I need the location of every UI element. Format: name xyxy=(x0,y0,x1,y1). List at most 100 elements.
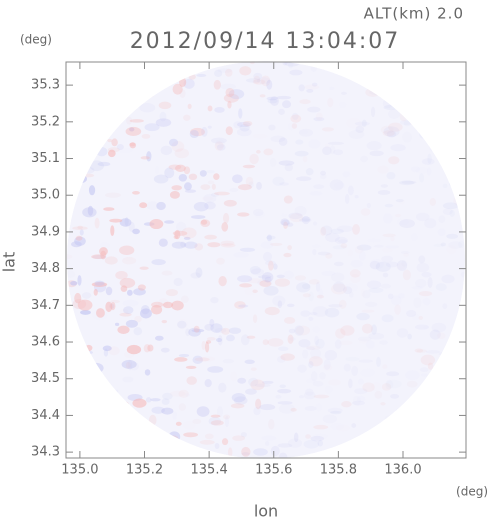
echo-patch xyxy=(207,105,213,112)
echo-patch xyxy=(216,144,226,151)
echo-patch xyxy=(94,100,107,110)
echo-patch xyxy=(270,135,286,143)
echo-patch xyxy=(150,63,160,73)
echo-patch xyxy=(289,213,304,223)
echo-patch xyxy=(425,79,434,88)
echo-patch xyxy=(329,87,334,90)
y-tick-label: 35.1 xyxy=(31,151,60,166)
echo-patch xyxy=(92,254,107,260)
echo-patch xyxy=(168,435,179,445)
echo-patch xyxy=(190,215,206,219)
echo-patch xyxy=(290,407,297,412)
echo-patch xyxy=(71,101,81,108)
echo-patch xyxy=(80,173,95,178)
echo-patch xyxy=(410,113,425,123)
echo-patch xyxy=(339,102,346,109)
echo-patch xyxy=(308,279,320,285)
echo-patch xyxy=(218,276,227,287)
echo-patch xyxy=(84,94,96,103)
echo-patch xyxy=(146,151,152,162)
echo-patch xyxy=(252,289,258,294)
y-tick-label: 34.5 xyxy=(31,371,60,386)
echo-patch xyxy=(183,421,196,430)
echo-patch xyxy=(289,337,296,341)
echo-patch xyxy=(319,173,327,180)
echo-patch xyxy=(98,421,105,431)
echo-patch xyxy=(412,410,428,420)
echo-patch xyxy=(184,182,192,191)
echo-patch xyxy=(411,233,417,241)
echo-patch xyxy=(384,449,395,458)
echo-patch xyxy=(172,230,188,236)
echo-patch xyxy=(180,63,185,75)
echo-patch xyxy=(357,336,372,342)
echo-patch xyxy=(267,98,278,104)
echo-patch xyxy=(349,269,361,278)
echo-patch xyxy=(369,260,381,270)
echo-patch xyxy=(298,84,305,92)
echo-patch xyxy=(227,100,232,109)
echo-patch xyxy=(279,384,286,389)
echo-patch xyxy=(448,241,463,249)
echo-patch xyxy=(385,61,395,71)
echo-patch xyxy=(396,219,409,226)
y-tick-label: 35.0 xyxy=(31,188,60,203)
echo-patch xyxy=(427,362,434,370)
echo-patch xyxy=(429,329,441,340)
echo-patch xyxy=(261,241,274,249)
echo-patch xyxy=(439,72,454,83)
echo-patch xyxy=(119,277,136,288)
echo-patch xyxy=(128,89,141,97)
echo-patch xyxy=(199,170,207,177)
echo-patch xyxy=(229,187,239,192)
echo-patch xyxy=(240,431,247,438)
echo-patch xyxy=(406,309,417,318)
echo-patch xyxy=(358,359,373,363)
echo-patch xyxy=(315,112,323,121)
echo-patch xyxy=(437,434,442,445)
echo-patch xyxy=(253,75,261,84)
echo-patch xyxy=(284,163,294,172)
echo-patch xyxy=(368,287,384,293)
echo-patch xyxy=(214,107,225,113)
echo-patch xyxy=(179,89,186,98)
echo-patch xyxy=(67,394,81,404)
echo-patch xyxy=(139,202,148,209)
echo-patch xyxy=(306,88,314,93)
echo-patch xyxy=(366,141,382,151)
echo-patch xyxy=(171,185,182,191)
echo-patch xyxy=(436,394,452,401)
echo-patch xyxy=(256,149,261,154)
echo-patch xyxy=(67,111,79,115)
echo-patch xyxy=(417,390,427,396)
echo-patch xyxy=(151,304,163,315)
x-tick-label: 135.6 xyxy=(255,463,292,478)
echo-patch xyxy=(139,102,156,113)
echo-patch xyxy=(422,85,430,90)
echo-patch xyxy=(348,378,353,389)
echo-patch xyxy=(200,219,211,227)
echo-patch xyxy=(399,270,413,273)
echo-patch xyxy=(140,308,152,319)
echo-patch xyxy=(118,417,130,425)
echo-patch xyxy=(284,317,296,324)
echo-patch xyxy=(67,425,80,431)
echo-patch xyxy=(161,398,170,405)
echo-patch xyxy=(402,269,411,281)
echo-patch xyxy=(408,117,417,121)
echo-patch xyxy=(200,229,213,238)
echo-patch xyxy=(247,278,264,284)
echo-patch xyxy=(109,71,124,79)
echo-patch xyxy=(264,440,270,447)
echo-patch xyxy=(384,203,394,208)
echo-patch xyxy=(104,421,116,431)
echo-patch xyxy=(416,349,427,353)
echo-patch xyxy=(67,69,75,77)
echo-patch xyxy=(302,283,311,290)
echo-patch xyxy=(144,123,160,132)
echo-patch xyxy=(132,228,140,235)
echo-patch xyxy=(268,418,275,430)
echo-patch xyxy=(234,301,246,309)
echo-patch xyxy=(267,338,284,347)
echo-patch xyxy=(396,328,409,338)
